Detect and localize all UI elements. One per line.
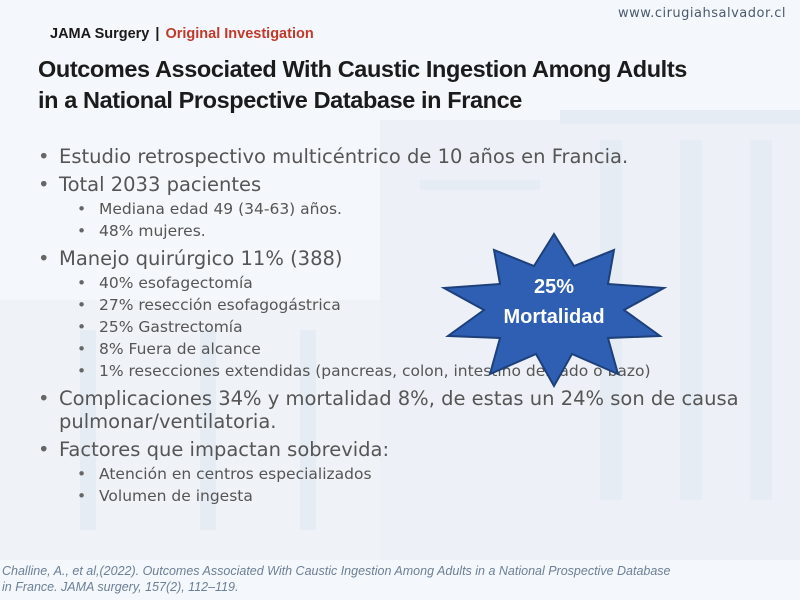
slide-title: Outcomes Associated With Caustic Ingesti… [38, 54, 778, 116]
bullet-patients: Total 2033 pacientes Mediana edad 49 (34… [38, 173, 778, 242]
sub-bullet: 40% esofagectomía [59, 272, 778, 294]
mortality-callout: 25% Mortalidad [438, 272, 670, 332]
bullet-text: Estudio retrospectivo multicéntrico de 1… [59, 145, 629, 168]
bullet-surgery: Manejo quirúrgico 11% (388) 40% esofagec… [38, 247, 778, 382]
journal-name: JAMA Surgery [50, 26, 150, 42]
journal-header: JAMA Surgery | Original Investigation [50, 26, 314, 42]
bullet-text: Factores que impactan sobrevida: [59, 438, 390, 461]
slide-title-line-1: Outcomes Associated With Caustic Ingesti… [38, 56, 687, 82]
journal-separator: | [155, 26, 160, 42]
sub-bullet-list: Atención en centros especializados Volum… [59, 463, 778, 507]
bullet-complications: Complicaciones 34% y mortalidad 8%, de e… [38, 387, 778, 433]
sub-bullet: 1% resecciones extendidas (pancreas, col… [59, 360, 778, 382]
mortality-label: Mortalidad [503, 306, 605, 328]
starburst-polygon [440, 232, 668, 389]
citation: Challine, A., et al,(2022). Outcomes Ass… [2, 563, 798, 595]
sub-bullet: 27% resección esofagogástrica [59, 294, 778, 316]
bullet-study: Estudio retrospectivo multicéntrico de 1… [38, 145, 778, 168]
website-url: www.cirugiahsalvador.cl [617, 6, 786, 21]
bullet-text: Total 2033 pacientes [59, 173, 262, 196]
mortality-value: 25% [533, 276, 575, 298]
bullet-list: Estudio retrospectivo multicéntrico de 1… [38, 145, 778, 512]
sub-bullet-list: 40% esofagectomía 27% resección esofagog… [59, 272, 778, 382]
sub-bullet: Atención en centros especializados [59, 463, 778, 485]
slide-title-line-2: in a National Prospective Database in Fr… [38, 87, 522, 113]
citation-line-2: in France. JAMA surgery, 157(2), 112–119… [2, 580, 239, 594]
citation-line-1: Challine, A., et al,(2022). Outcomes Ass… [2, 564, 671, 578]
bullet-text: Manejo quirúrgico 11% (388) [59, 247, 343, 270]
sub-bullet: Volumen de ingesta [59, 485, 778, 507]
sub-bullet: 8% Fuera de alcance [59, 338, 778, 360]
sub-bullet: Mediana edad 49 (34-63) años. [59, 198, 778, 220]
bullet-factors: Factores que impactan sobrevida: Atenció… [38, 438, 778, 507]
sub-bullet-list: Mediana edad 49 (34-63) años. 48% mujere… [59, 198, 778, 242]
bullet-text: Complicaciones 34% y mortalidad 8%, de e… [59, 387, 739, 433]
article-section: Original Investigation [165, 26, 314, 42]
mortality-starburst-shape [440, 232, 668, 389]
sub-bullet: 25% Gastrectomía [59, 316, 778, 338]
sub-bullet: 48% mujeres. [59, 220, 778, 242]
